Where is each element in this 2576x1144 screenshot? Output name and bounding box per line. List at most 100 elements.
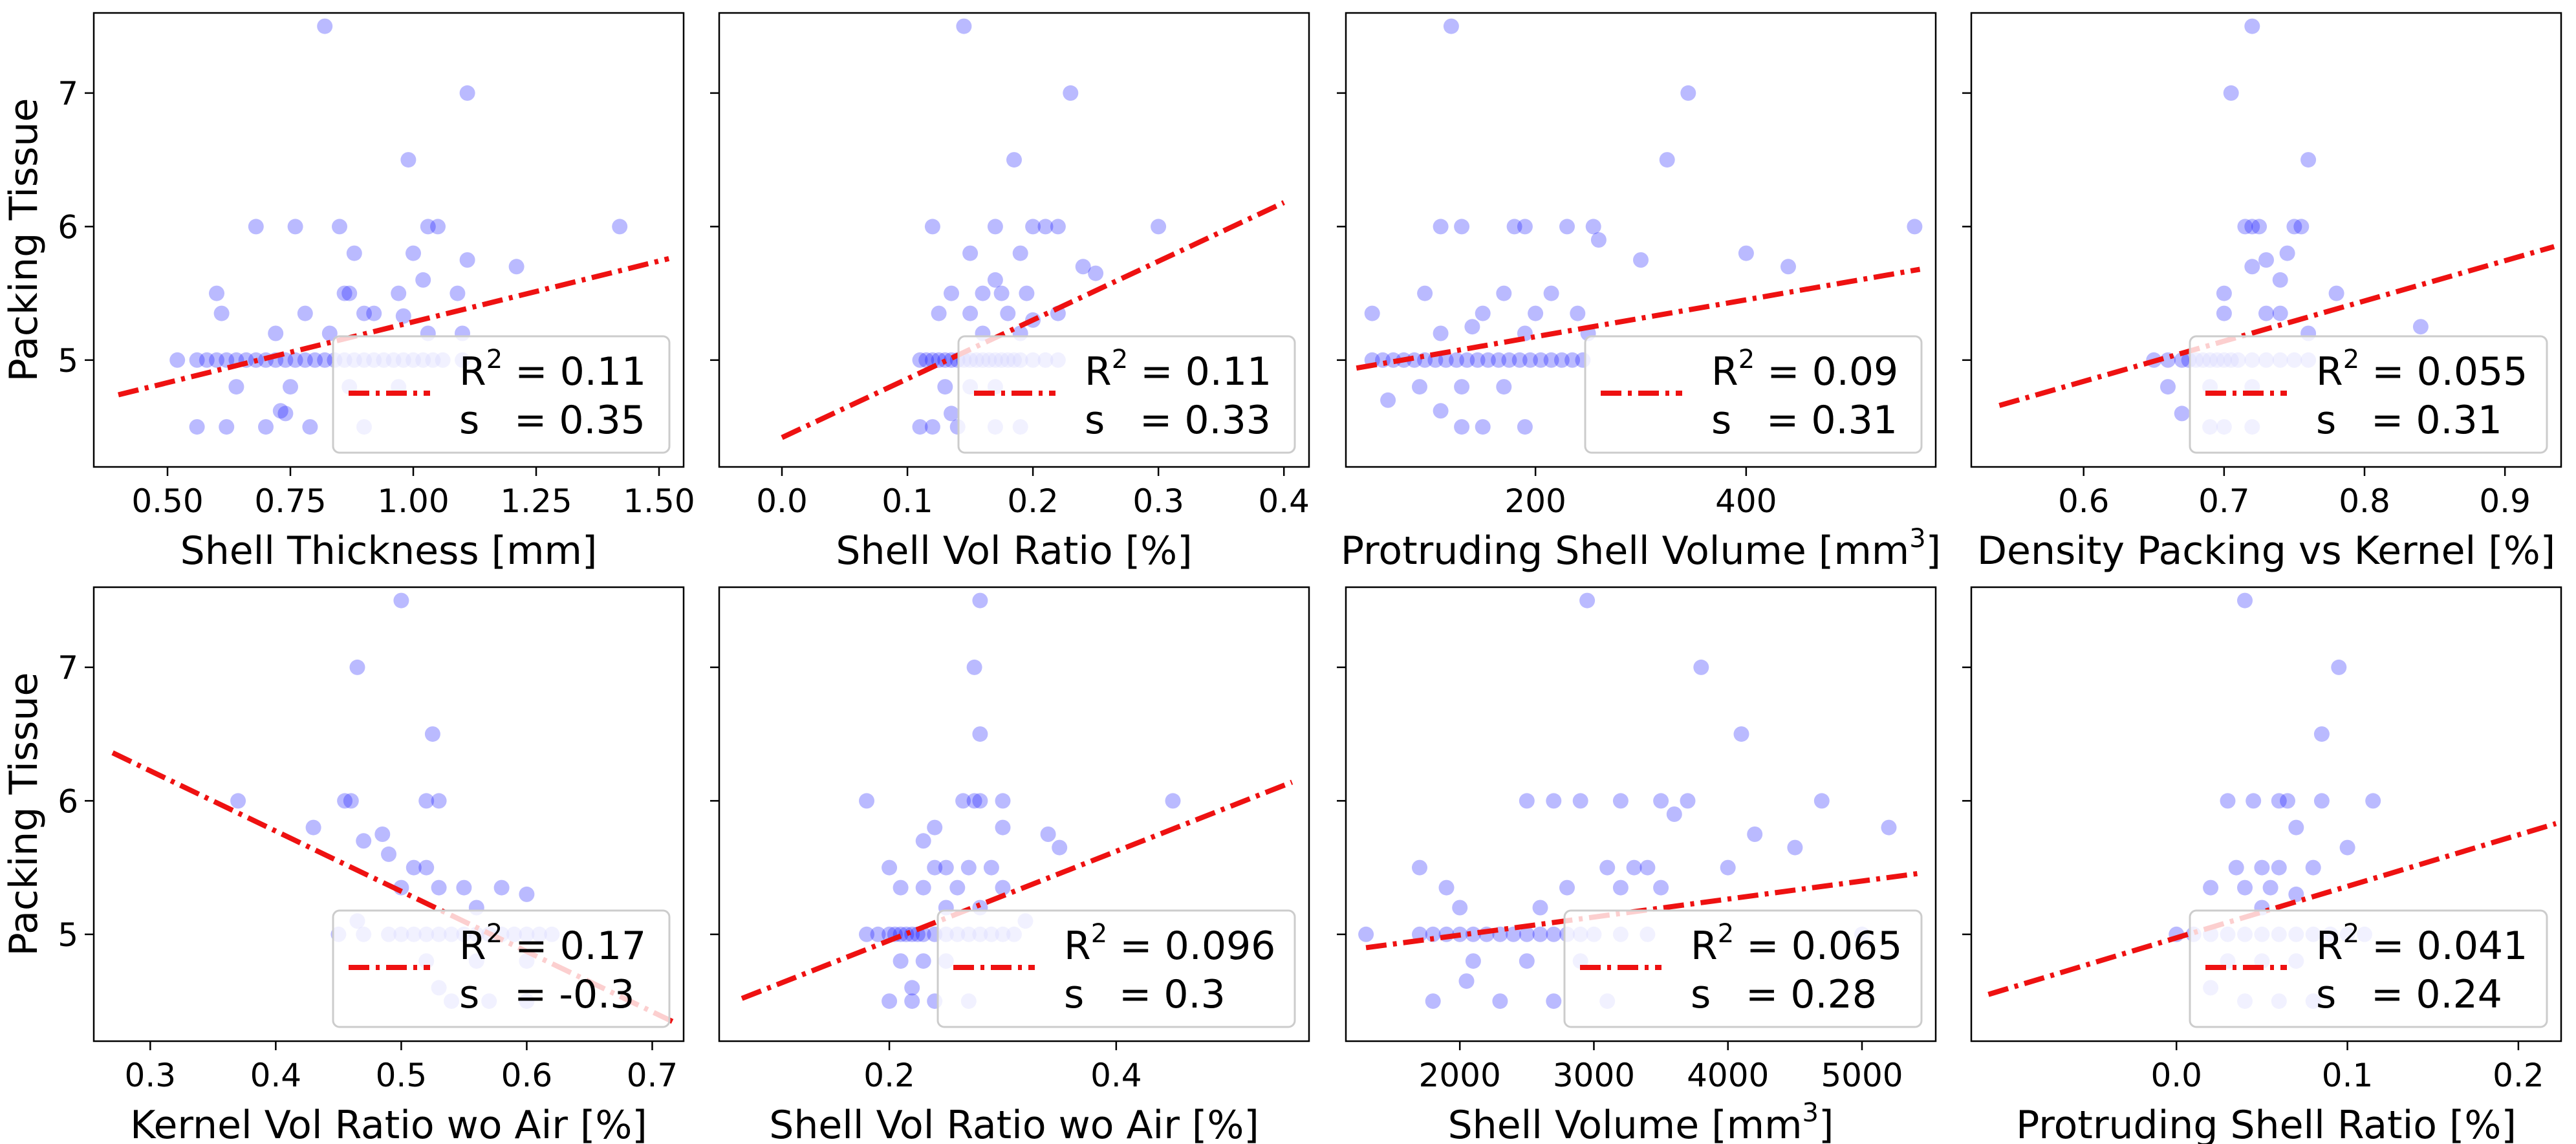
scatter-point xyxy=(1733,726,1749,742)
scatter-point xyxy=(1433,219,1449,235)
scatter-point xyxy=(2262,880,2278,896)
scatter-point xyxy=(898,926,915,942)
regression-line xyxy=(781,200,1285,440)
scatter-point xyxy=(1666,806,1682,822)
scatter-point xyxy=(2160,379,2176,395)
scatter-point xyxy=(343,793,359,809)
regression-line xyxy=(741,779,1293,1001)
scatter-point xyxy=(307,352,323,368)
scatter-point xyxy=(209,352,224,368)
scatter-point xyxy=(966,659,982,675)
scatter-point xyxy=(1653,793,1669,809)
scatter-point xyxy=(1475,419,1491,435)
scatter-point xyxy=(391,285,407,301)
regression-line xyxy=(1998,244,2555,408)
scatter-point xyxy=(1496,379,1512,395)
scatter-point xyxy=(2251,219,2268,235)
scatter-point xyxy=(1546,793,1562,809)
scatter-point xyxy=(1412,926,1427,942)
scatter-point xyxy=(915,880,931,896)
scatter-point xyxy=(406,245,421,261)
x-tick-label: 0.4 xyxy=(1258,482,1310,520)
scatter-point xyxy=(1659,152,1675,168)
legend-r2-text: R2 = 0.041 xyxy=(2316,919,2527,969)
scatter-point xyxy=(1037,219,1054,235)
y-tick-label: 7 xyxy=(58,649,78,687)
scatter-point xyxy=(927,819,943,836)
scatter-point xyxy=(230,793,246,809)
x-tick-label: 0.75 xyxy=(254,482,326,520)
scatter-point xyxy=(1693,659,1709,675)
scatter-point xyxy=(1364,305,1380,321)
scatter-point xyxy=(268,325,284,341)
regression-line xyxy=(1987,821,2557,997)
scatter-point xyxy=(1626,859,1642,876)
scatter-point xyxy=(1443,18,1459,34)
scatter-point xyxy=(2288,819,2304,836)
scatter-point xyxy=(1040,826,1056,842)
scatter-point xyxy=(366,305,382,321)
scatter-point xyxy=(1570,305,1586,321)
scatter-point xyxy=(2216,305,2232,321)
scatter-point xyxy=(2246,793,2262,809)
x-axis-label: Shell Volume [mm3] xyxy=(1448,1098,1834,1144)
x-tick-label: 0.5 xyxy=(376,1057,428,1094)
scatter-point xyxy=(2328,285,2344,301)
scatter-point xyxy=(2258,252,2274,268)
scatter-point xyxy=(493,880,510,896)
legend-r2-text: R2 = 0.11 xyxy=(459,345,646,394)
scatter-point xyxy=(2280,793,2295,809)
scatter-point xyxy=(1496,285,1512,301)
x-tick-label: 0.50 xyxy=(131,482,203,520)
x-tick-label: 0.0 xyxy=(756,482,808,520)
scatter-point xyxy=(1511,352,1528,368)
scatter-point xyxy=(1517,219,1533,235)
scatter-point xyxy=(2272,272,2288,288)
scatter-point xyxy=(2244,259,2260,275)
scatter-point xyxy=(912,352,928,368)
scatter-point xyxy=(972,793,988,809)
scatter-point xyxy=(431,880,447,896)
scatter-point xyxy=(1464,319,1480,335)
x-tick-label: 0.2 xyxy=(863,1057,915,1094)
legend-r2-text: R2 = 0.065 xyxy=(1691,919,1902,969)
scatter-point xyxy=(1559,880,1575,896)
x-axis-label: Shell Vol Ratio [%] xyxy=(836,528,1192,574)
y-tick-label: 6 xyxy=(58,208,78,246)
scatter-point xyxy=(1517,419,1533,435)
axes-frame xyxy=(718,12,1310,468)
scatter-point xyxy=(1528,305,1544,321)
legend: R2 = 0.09s = 0.31 xyxy=(1584,335,1923,454)
scatter-point xyxy=(2228,859,2244,876)
scatter-point xyxy=(1813,793,1830,809)
scatter-point xyxy=(317,352,333,368)
scatter-point xyxy=(1412,859,1427,876)
scatter-point xyxy=(1454,219,1470,235)
scatter-point xyxy=(1579,592,1596,609)
scatter-point xyxy=(1012,245,1028,261)
scatter-point xyxy=(2237,219,2253,235)
scatter-point xyxy=(1458,973,1475,989)
scatter-point xyxy=(258,419,274,435)
scatter-point xyxy=(1050,219,1066,235)
scatter-point xyxy=(1465,926,1481,942)
scatter-point xyxy=(1720,859,1736,876)
x-tick-label: 0.6 xyxy=(501,1057,553,1094)
scatter-point xyxy=(1907,219,1923,235)
scatter-point xyxy=(1412,379,1427,395)
scatter-point xyxy=(987,272,1003,288)
scatter-point xyxy=(337,793,353,809)
scatter-point xyxy=(321,325,338,341)
scatter-point xyxy=(2365,793,2381,809)
scatter-point xyxy=(400,152,417,168)
scatter-point xyxy=(1640,859,1656,876)
axes-frame xyxy=(92,12,685,468)
subplot-2: R2 = 0.11s = 0.33 0.0 0.1 0.2 0.3 0.4 Shell Vol… xyxy=(710,12,1310,574)
legend-box xyxy=(2189,335,2548,454)
x-axis-label: Shell Thickness [mm] xyxy=(180,528,598,574)
legend-box xyxy=(332,335,671,454)
scatter-point xyxy=(1165,793,1181,809)
scatter-point xyxy=(341,285,358,301)
